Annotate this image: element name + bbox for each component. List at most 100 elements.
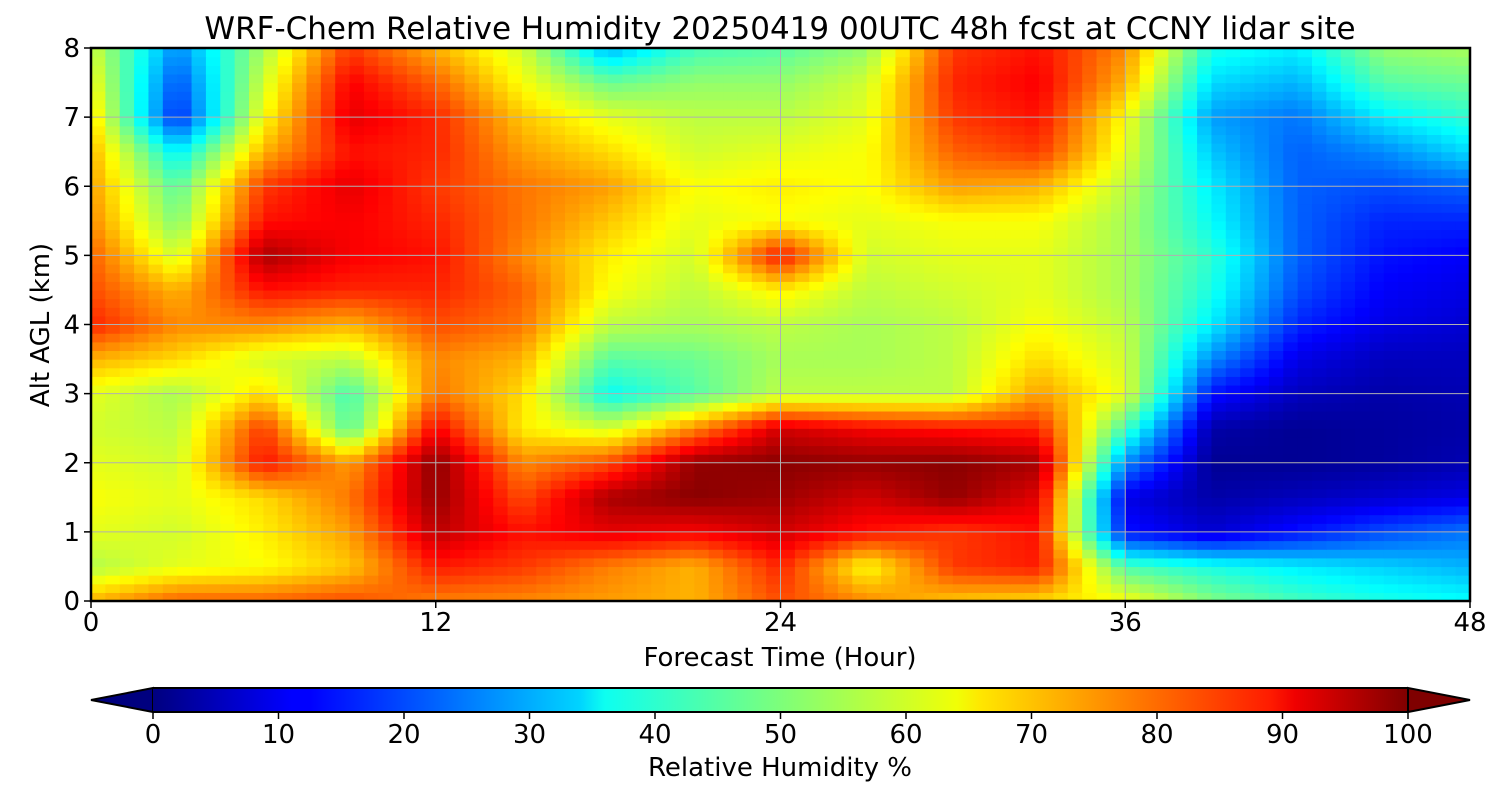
heatmap-cell (148, 255, 164, 265)
heatmap-cell (579, 341, 595, 352)
heatmap-cell (1355, 160, 1371, 170)
heatmap-cell (924, 324, 940, 334)
heatmap-cell (881, 376, 897, 386)
heatmap-cell (1426, 376, 1442, 386)
heatmap-cell (1297, 255, 1313, 265)
heatmap-cell (1412, 177, 1428, 187)
heatmap-cell (91, 566, 106, 576)
heatmap-cell (636, 384, 652, 395)
heatmap-cell (881, 462, 897, 472)
heatmap-cell (335, 592, 351, 601)
heatmap-cell (780, 410, 796, 421)
heatmap-cell (292, 151, 308, 161)
heatmap-cell (292, 160, 308, 170)
heatmap-cell (823, 566, 839, 576)
heatmap-cell (277, 454, 293, 464)
heatmap-cell (995, 549, 1011, 559)
heatmap-cell (679, 523, 695, 533)
heatmap-cell (895, 436, 911, 447)
heatmap-cell (550, 523, 566, 533)
heatmap-cell (1383, 151, 1399, 161)
heatmap-cell (1168, 229, 1184, 239)
heatmap-cell (91, 186, 106, 196)
heatmap-cell (464, 168, 480, 179)
heatmap-cell (636, 462, 652, 472)
heatmap-cell (234, 264, 250, 274)
heatmap-cell (679, 212, 695, 222)
heatmap-cell (134, 376, 150, 386)
heatmap-cell (981, 341, 997, 352)
heatmap-cell (234, 514, 250, 524)
heatmap-cell (593, 229, 609, 239)
heatmap-cell (1455, 523, 1470, 533)
heatmap-cell (1024, 168, 1040, 179)
heatmap-cell (421, 488, 437, 498)
heatmap-cell (1182, 168, 1198, 179)
heatmap-cell (191, 384, 207, 395)
heatmap-cell (249, 505, 264, 516)
heatmap-cell (450, 384, 466, 395)
heatmap-cell (1398, 514, 1414, 524)
heatmap-cell (1211, 186, 1227, 196)
heatmap-cell (679, 480, 695, 490)
heatmap-cell (220, 298, 236, 308)
heatmap-cell (967, 264, 983, 274)
heatmap-cell (1340, 160, 1356, 170)
heatmap-cell (981, 462, 997, 472)
heatmap-cell (1340, 177, 1356, 187)
heatmap-cell (220, 359, 236, 369)
heatmap-cell (1039, 246, 1055, 256)
heatmap-cell (1254, 367, 1270, 377)
heatmap-cell (636, 402, 652, 412)
heatmap-cell (363, 454, 379, 464)
heatmap-cell (608, 592, 624, 601)
heatmap-cell (636, 264, 652, 274)
heatmap-cell (1412, 255, 1428, 265)
heatmap-cell (766, 350, 782, 360)
chart-title: WRF-Chem Relative Humidity 20250419 00UT… (204, 11, 1355, 47)
heatmap-cell (1211, 445, 1227, 455)
heatmap-cell (1426, 194, 1442, 205)
heatmap-cell (134, 255, 150, 265)
heatmap-cell (809, 194, 825, 205)
heatmap-cell (981, 454, 997, 464)
heatmap-cell (407, 592, 422, 601)
heatmap-cell (91, 341, 106, 352)
heatmap-cell (1455, 410, 1470, 421)
heatmap-cell (1254, 341, 1270, 352)
heatmap-cell (493, 531, 509, 542)
heatmap-cell (1110, 454, 1126, 464)
heatmap-cell (392, 410, 408, 421)
heatmap-cell (148, 531, 164, 542)
heatmap-cell (1283, 333, 1299, 343)
heatmap-cell (967, 333, 983, 343)
heatmap-cell (1355, 410, 1371, 421)
heatmap-cell (1311, 376, 1327, 386)
heatmap-cell (349, 393, 365, 403)
heatmap-cell (493, 264, 509, 274)
heatmap-cell (924, 307, 940, 317)
heatmap-cell (363, 194, 379, 205)
heatmap-cell (263, 255, 279, 265)
heatmap-cell (1398, 229, 1414, 239)
heatmap-cell (608, 549, 624, 559)
heatmap-cell (105, 264, 121, 274)
heatmap-cell (421, 505, 437, 516)
heatmap-cell (507, 410, 523, 421)
heatmap-cell (651, 557, 667, 568)
heatmap-cell (1426, 272, 1442, 282)
heatmap-cell (794, 523, 810, 533)
heatmap-cell (1268, 376, 1284, 386)
heatmap-cell (306, 246, 322, 256)
heatmap-cell (134, 333, 150, 343)
heatmap-cell (565, 540, 580, 550)
heatmap-cell (493, 445, 509, 455)
heatmap-cell (1153, 402, 1169, 412)
heatmap-cell (277, 583, 293, 593)
heatmap-cell (651, 194, 667, 205)
heatmap-cell (105, 557, 121, 568)
heatmap-cell (895, 315, 911, 326)
heatmap-cell (249, 315, 264, 326)
heatmap-cell (837, 307, 853, 317)
heatmap-cell (306, 220, 322, 231)
